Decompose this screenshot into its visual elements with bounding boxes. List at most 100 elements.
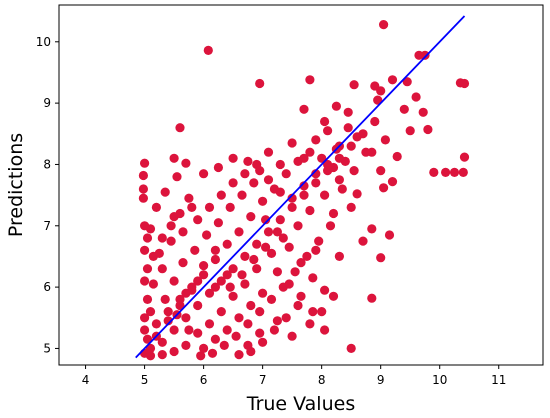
data-point <box>334 175 344 185</box>
data-point <box>376 86 386 96</box>
data-point <box>387 75 398 85</box>
data-point <box>178 258 188 268</box>
data-point <box>252 264 262 274</box>
data-point <box>193 276 203 286</box>
data-point <box>305 205 315 216</box>
data-point <box>455 78 465 88</box>
data-point <box>203 45 213 56</box>
data-point <box>290 267 300 277</box>
data-point <box>140 325 150 335</box>
data-point <box>140 245 150 255</box>
x-tick-label: 7 <box>259 373 267 387</box>
data-point <box>199 169 209 179</box>
data-point <box>384 230 395 240</box>
x-tick-label: 6 <box>200 373 208 387</box>
y-tick-label: 5 <box>43 341 51 355</box>
data-point <box>314 236 324 246</box>
data-point <box>255 307 265 317</box>
data-point <box>387 177 398 187</box>
data-point <box>225 282 235 292</box>
data-point <box>293 221 303 231</box>
data-point <box>414 50 424 60</box>
data-point <box>160 294 170 304</box>
x-tick-label: 9 <box>377 373 385 387</box>
data-point <box>272 267 282 277</box>
y-tick-label: 6 <box>43 280 51 294</box>
data-point <box>399 104 409 114</box>
data-point <box>305 75 315 85</box>
data-point <box>210 282 220 292</box>
data-point <box>299 190 309 200</box>
data-point <box>148 279 158 289</box>
data-point <box>299 104 309 114</box>
data-point <box>343 123 353 133</box>
data-point <box>234 227 244 237</box>
y-tick-label: 10 <box>36 35 51 49</box>
plot-frame <box>58 4 544 366</box>
data-point <box>323 126 333 136</box>
data-point <box>193 215 203 225</box>
data-point <box>352 189 362 199</box>
data-point <box>293 156 303 166</box>
data-point <box>367 224 377 234</box>
data-point <box>240 169 250 179</box>
data-point <box>320 325 330 335</box>
data-point <box>370 116 380 127</box>
data-point <box>222 270 232 280</box>
data-point <box>261 242 271 252</box>
data-point <box>293 300 303 311</box>
data-point <box>311 135 321 145</box>
data-point <box>163 307 173 317</box>
data-point <box>246 300 256 311</box>
y-tick-label: 7 <box>43 219 51 233</box>
data-point <box>358 129 368 139</box>
data-point <box>202 230 212 240</box>
data-point <box>346 141 356 151</box>
data-point <box>237 190 247 200</box>
data-point <box>284 279 294 289</box>
data-point <box>166 221 176 231</box>
data-point <box>263 175 274 185</box>
data-point <box>184 325 194 335</box>
x-tick-label: 11 <box>491 373 506 387</box>
data-point <box>225 202 235 212</box>
data-point <box>458 167 468 177</box>
data-point <box>216 307 226 317</box>
data-point <box>281 313 291 323</box>
data-point <box>287 138 297 148</box>
data-point <box>172 172 182 182</box>
data-point <box>275 215 285 225</box>
data-point <box>258 196 268 206</box>
data-point <box>320 285 330 295</box>
data-point <box>196 351 206 361</box>
data-point <box>252 159 262 170</box>
data-point <box>142 334 153 344</box>
data-point <box>284 242 294 252</box>
data-point <box>228 153 238 163</box>
data-point <box>272 316 282 326</box>
x-tick-label: 4 <box>82 373 90 387</box>
data-point <box>328 291 339 301</box>
data-point <box>269 325 279 335</box>
data-point <box>243 156 253 166</box>
data-point <box>160 187 170 197</box>
data-point <box>228 264 238 274</box>
data-point <box>148 251 158 261</box>
data-point <box>317 307 327 317</box>
data-point <box>210 254 220 265</box>
data-point <box>199 270 209 280</box>
data-point <box>175 123 185 133</box>
data-point <box>157 350 167 360</box>
data-point <box>140 276 150 286</box>
data-point <box>219 340 229 350</box>
data-point <box>346 343 356 353</box>
data-point <box>166 236 176 246</box>
data-point <box>169 153 179 163</box>
data-point <box>379 20 389 30</box>
data-point <box>334 251 344 261</box>
data-point <box>272 227 282 237</box>
data-point <box>320 116 330 127</box>
data-point <box>157 233 167 243</box>
scatter-points <box>138 20 470 361</box>
